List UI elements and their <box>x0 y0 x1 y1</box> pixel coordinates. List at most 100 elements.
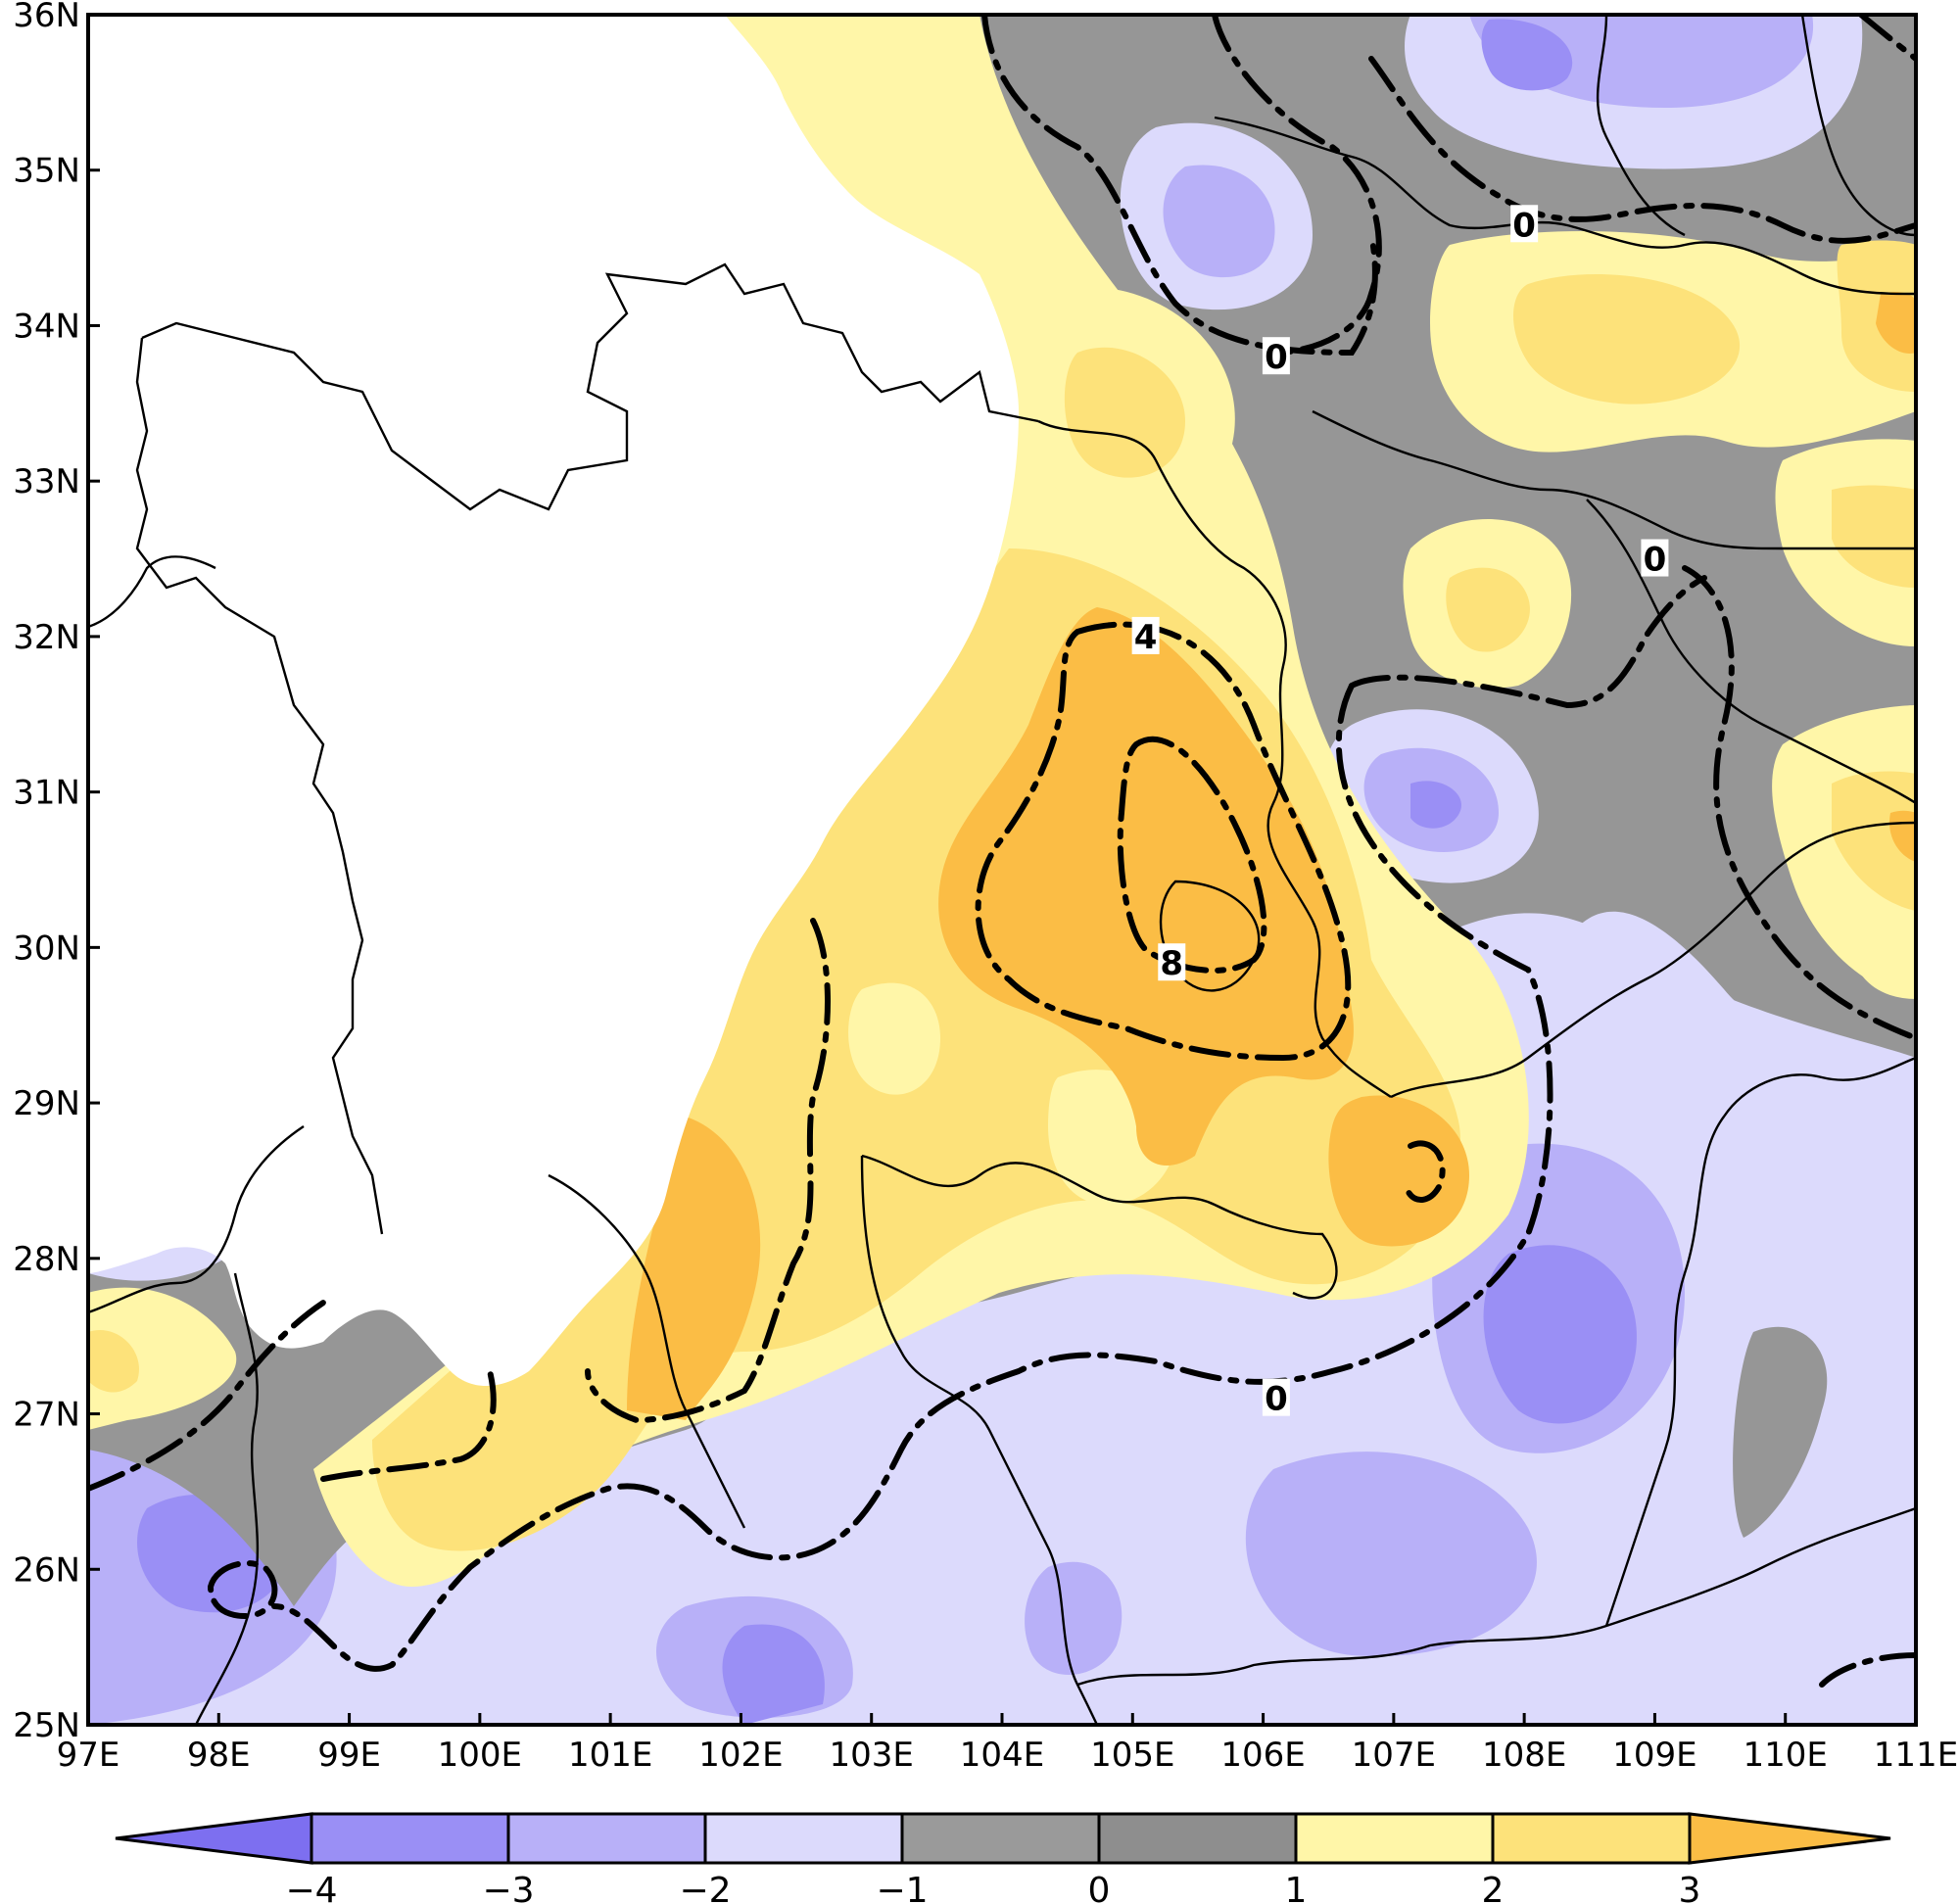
contour-eight <box>1117 736 1267 974</box>
y-tick-label: 28N <box>13 1240 80 1279</box>
contour-label-background <box>1262 337 1290 375</box>
contour-zero-main <box>271 683 1553 1672</box>
boundary-myanmar <box>87 1125 305 1314</box>
x-axis: 97E 98E 99E 100E 101E 102E 103E 104E 105E 106E 107… <box>57 1713 1958 1775</box>
boundary-hubei <box>1586 499 1917 805</box>
field-pos1-pocket2 <box>848 982 940 1095</box>
field-pos1-west <box>88 1287 237 1430</box>
y-tick-label: 34N <box>13 307 80 346</box>
contour-label: 4 <box>1134 618 1158 657</box>
boundary-sichuan-east <box>1037 419 1392 1098</box>
contour-ring-sw <box>208 1560 278 1620</box>
y-axis: 25N 26N 27N 28N 29N 30N 31N 32N 33N 34N 35N 36N <box>13 0 100 1745</box>
contour-zero-north <box>981 15 1378 357</box>
colorbar-tick-label: 2 <box>1482 1871 1505 1904</box>
field-neg3-southeast <box>1483 1245 1637 1424</box>
x-tick-label: 97E <box>57 1736 120 1775</box>
contour-lines <box>88 15 1916 1688</box>
colorbar-segment <box>1097 1812 1298 1865</box>
x-tick-label: 101E <box>568 1736 652 1775</box>
boundary-gansu-shaanxi <box>1214 116 1917 296</box>
y-tick-label: 27N <box>13 1396 80 1435</box>
boundary-yunnan-west <box>194 1272 260 1726</box>
boundary-guangxi <box>1076 1506 1917 1687</box>
boundary-tibet-sichuan <box>135 337 384 1235</box>
colorbar-tick-label: −2 <box>679 1871 731 1904</box>
colorbar-tick-label: −1 <box>876 1871 928 1904</box>
y-tick-label: 32N <box>13 618 80 657</box>
x-tick-label: 111E <box>1874 1736 1958 1775</box>
y-tick-label: 26N <box>13 1550 80 1590</box>
colorbar-segment <box>900 1812 1101 1865</box>
y-tick-label: 25N <box>13 1706 80 1745</box>
colorbar-tick-label: 3 <box>1679 1871 1701 1904</box>
field-neg2-s2 <box>1245 1452 1537 1657</box>
x-tick-label: 110E <box>1744 1736 1828 1775</box>
colorbar-extend-low <box>115 1812 313 1865</box>
contour-label-background <box>1262 1378 1290 1416</box>
x-tick-label: 107E <box>1352 1736 1436 1775</box>
colorbar-extend-high <box>1688 1812 1891 1865</box>
y-tick-label: 31N <box>13 774 80 813</box>
contour-label-background <box>1131 616 1160 654</box>
contour-label-background <box>1158 943 1186 981</box>
boundary-hunan-guangxi <box>1604 1056 1917 1627</box>
colorbar-segment <box>703 1812 904 1865</box>
field-pos3-west-band <box>627 1117 761 1420</box>
contour-zero-main-n <box>1349 575 1707 709</box>
boundary-yunnan-inner <box>548 1173 746 1529</box>
y-tick-label: 33N <box>13 462 80 501</box>
x-tick-label: 102E <box>698 1736 783 1775</box>
field-pos2-ne2 <box>1837 240 1916 392</box>
field-pos2-ne <box>1513 274 1741 405</box>
contour-label: 8 <box>1160 944 1183 983</box>
contour-label-background <box>1510 205 1539 243</box>
x-tick-label: 106E <box>1220 1736 1305 1775</box>
field-pos3-core <box>938 607 1354 1166</box>
field-pos1-e5 <box>1851 935 1916 999</box>
boundary-yunnan-guizhou <box>860 1155 1099 1726</box>
boundary-tibet-west <box>87 555 216 629</box>
contour-west-band2 <box>320 1368 497 1482</box>
field-pos3-east <box>1328 1095 1469 1247</box>
x-tick-label: 104E <box>960 1736 1044 1775</box>
x-tick-label: 99E <box>317 1736 381 1775</box>
field-pos2-e2 <box>1446 567 1530 652</box>
missing-data-region <box>88 15 1019 1386</box>
boundary-guizhou-hunan <box>1390 821 1917 1099</box>
contour-ring-e <box>1403 1140 1446 1203</box>
x-tick-label: 100E <box>438 1736 522 1775</box>
boundary-shaanxi-sichuan <box>1312 409 1916 550</box>
y-tick-label: 29N <box>13 1084 80 1123</box>
boundary-shanxi-e <box>1800 14 1917 237</box>
colorbar-segment <box>310 1812 510 1865</box>
x-tick-label: 105E <box>1090 1736 1174 1775</box>
colorbar-tick-label: −3 <box>482 1871 534 1904</box>
field-neg2-s3 <box>1025 1561 1123 1675</box>
contour-label: 0 <box>1265 1380 1288 1419</box>
contour-label: 0 <box>1512 206 1536 245</box>
x-tick-label: 103E <box>830 1736 914 1775</box>
boundary-shaanxi-n <box>1596 14 1686 237</box>
field-pos2-west <box>88 1330 139 1393</box>
contour-label: 0 <box>1644 541 1667 580</box>
contour-zero-west <box>88 1300 326 1492</box>
field-pos3-ne <box>1876 292 1916 354</box>
boundary-qinghai-sichuan <box>141 262 1039 511</box>
field-neg3-east <box>1410 781 1461 829</box>
contour-zero-north2 <box>1212 15 1382 356</box>
contour-four <box>975 621 1352 1062</box>
field-pos2-n <box>1064 347 1185 478</box>
x-tick-label: 108E <box>1482 1736 1566 1775</box>
field-neg2-north <box>1163 165 1275 278</box>
field-neg3-ne <box>1481 19 1573 91</box>
field-neg3-s <box>722 1624 825 1725</box>
colorbar-tick-label: 1 <box>1285 1871 1308 1904</box>
x-tick-label: 109E <box>1612 1736 1696 1775</box>
field-neg1-southeast <box>882 913 1916 1725</box>
colorbar-tick-label: −4 <box>285 1871 337 1904</box>
field-pos1-n2 <box>882 15 1019 186</box>
field-pos2-e4 <box>1832 771 1916 911</box>
contour-labels: 0 0 0 4 8 0 <box>1131 205 1669 1419</box>
